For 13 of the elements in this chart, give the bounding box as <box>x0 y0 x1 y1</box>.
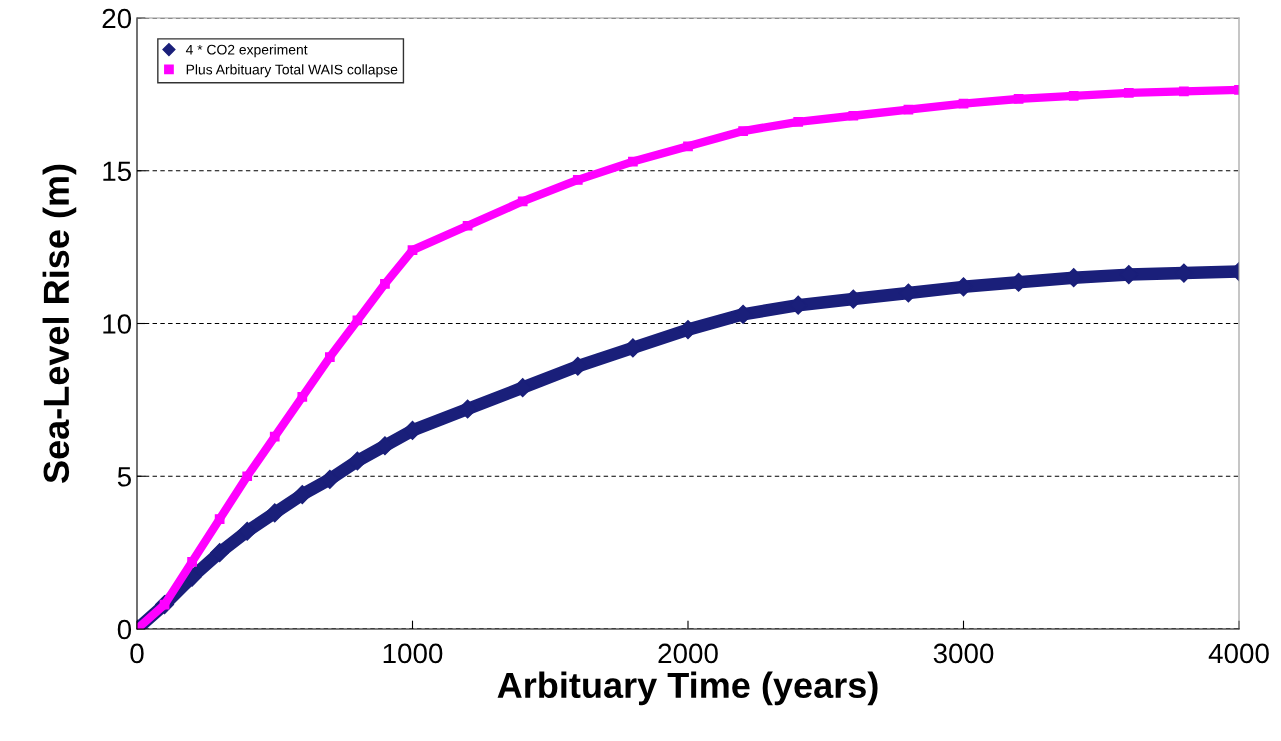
legend-label: Plus Arbituary Total WAIS collapse <box>186 64 398 78</box>
x-tick-label: 3000 <box>933 643 994 664</box>
y-tick-label: 20 <box>102 8 132 29</box>
y-tick-label: 5 <box>117 467 131 487</box>
y-tick-label: 0 <box>117 619 132 640</box>
x-tick-label: 4000 <box>1208 643 1269 664</box>
y-axis-title: Sea-Level Rise (m) <box>42 164 77 484</box>
y-tick-label: 15 <box>103 161 131 182</box>
y-tick-label: 10 <box>103 314 132 334</box>
x-tick-label: 1000 <box>383 643 443 664</box>
legend-label: 4 * CO2 experiment <box>185 44 308 58</box>
x-tick-label: 2000 <box>658 643 718 664</box>
x-axis-title: Arbituary Time (years) <box>497 671 878 706</box>
